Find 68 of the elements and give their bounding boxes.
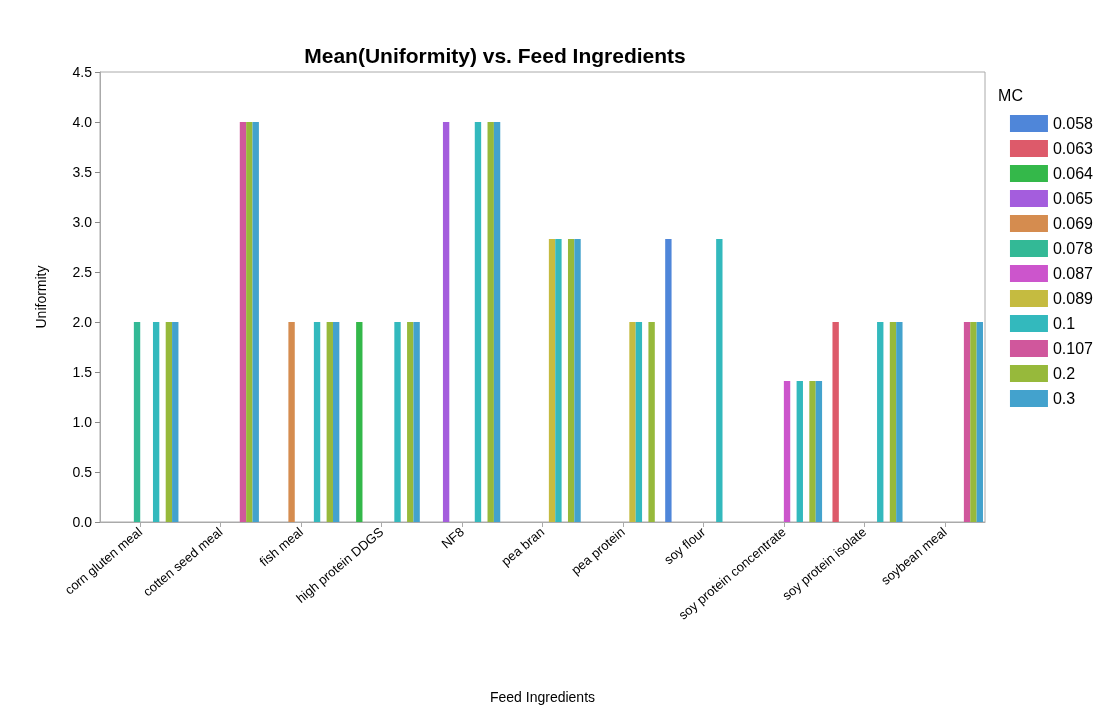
x-tick-label: pea bran bbox=[498, 524, 548, 569]
y-tick-label: 2.0 bbox=[72, 314, 93, 330]
bar bbox=[239, 122, 247, 522]
legend-label: 0.3 bbox=[1052, 390, 1076, 407]
bar bbox=[567, 239, 575, 522]
y-tick-label: 0.5 bbox=[72, 464, 93, 480]
bar bbox=[574, 239, 581, 522]
bar bbox=[356, 322, 363, 522]
y-tick-label: 4.0 bbox=[72, 114, 93, 130]
legend-label: 0.058 bbox=[1052, 115, 1094, 132]
y-tick-label: 1.0 bbox=[72, 414, 93, 430]
y-axis-title: Uniformity bbox=[33, 265, 49, 329]
bar bbox=[796, 381, 803, 522]
bar bbox=[288, 322, 295, 522]
legend-label: 0.1 bbox=[1052, 315, 1076, 332]
bar bbox=[889, 322, 897, 522]
legend-title: MC bbox=[998, 86, 1024, 104]
bar bbox=[133, 322, 141, 522]
bar bbox=[976, 322, 983, 522]
bar bbox=[716, 239, 723, 522]
bar bbox=[648, 322, 655, 522]
legend-label: 0.2 bbox=[1052, 365, 1076, 382]
bar bbox=[326, 322, 333, 522]
x-tick-label: NF8 bbox=[438, 524, 467, 552]
bar bbox=[474, 122, 482, 522]
legend-label: 0.069 bbox=[1052, 215, 1094, 232]
bar bbox=[165, 322, 173, 522]
bar bbox=[832, 322, 839, 522]
legend-label: 0.063 bbox=[1052, 140, 1094, 157]
legend-label: 0.089 bbox=[1052, 290, 1094, 307]
bar bbox=[963, 322, 971, 522]
bar bbox=[548, 239, 556, 522]
bar bbox=[172, 322, 179, 522]
chart-title: Mean(Uniformity) vs. Feed Ingredients bbox=[304, 44, 686, 67]
y-tick-label: 1.5 bbox=[72, 364, 93, 380]
x-axis-title: Feed Ingredients bbox=[489, 689, 596, 705]
bar bbox=[413, 322, 420, 522]
bar bbox=[442, 122, 450, 522]
bar bbox=[252, 122, 259, 522]
bar bbox=[493, 122, 501, 522]
legend-label: 0.064 bbox=[1052, 165, 1094, 182]
y-tick-label: 3.5 bbox=[72, 164, 93, 180]
y-tick-label: 4.5 bbox=[72, 64, 93, 80]
legend-label: 0.107 bbox=[1052, 340, 1094, 357]
y-tick-label: 0.0 bbox=[72, 514, 93, 530]
bar bbox=[809, 381, 816, 522]
bar bbox=[246, 122, 253, 522]
y-tick-label: 3.0 bbox=[72, 214, 93, 230]
x-tick-label: soy flour bbox=[660, 523, 709, 568]
bar bbox=[313, 322, 321, 522]
bar bbox=[665, 239, 672, 522]
bar bbox=[815, 381, 823, 522]
legend-label: 0.065 bbox=[1052, 190, 1094, 207]
bar bbox=[877, 322, 884, 522]
bar bbox=[487, 122, 494, 522]
bar bbox=[394, 322, 401, 522]
bar bbox=[555, 239, 562, 522]
bar bbox=[896, 322, 903, 522]
bar bbox=[635, 322, 643, 522]
bar bbox=[783, 381, 791, 522]
bar bbox=[407, 322, 414, 522]
y-tick-label: 2.5 bbox=[72, 264, 93, 280]
legend-label: 0.078 bbox=[1052, 240, 1094, 257]
bar bbox=[629, 322, 636, 522]
bar bbox=[970, 322, 977, 522]
bar bbox=[152, 322, 160, 522]
bar bbox=[332, 322, 340, 522]
legend-label: 0.087 bbox=[1052, 265, 1094, 282]
